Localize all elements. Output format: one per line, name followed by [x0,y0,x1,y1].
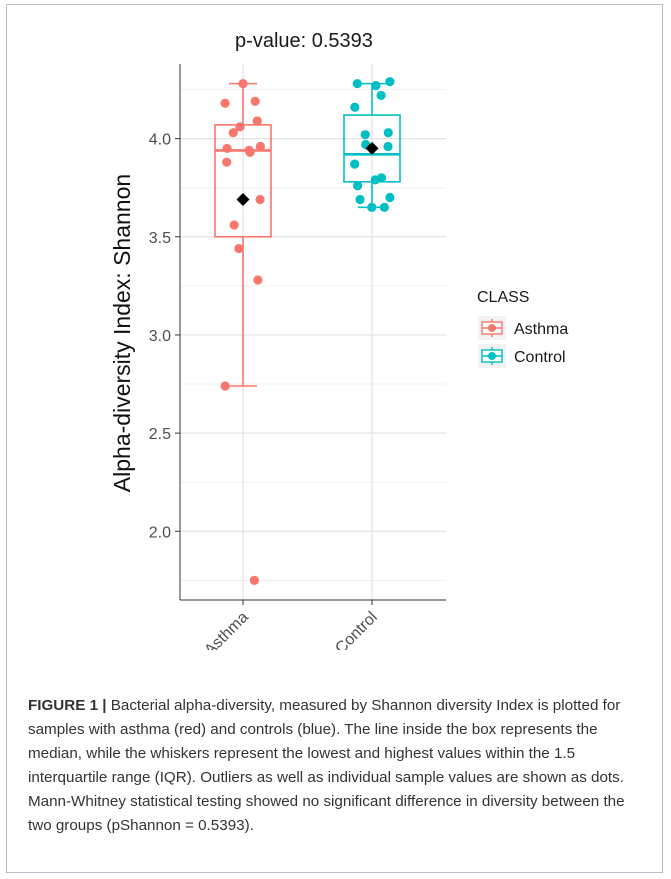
figure-frame [6,4,663,873]
legend-title: CLASS [477,289,529,306]
mean-marker [236,192,250,206]
figure-caption: FIGURE 1 | Bacterial alpha-diversity, me… [28,694,643,838]
data-point [352,181,363,191]
data-point [234,243,244,254]
data-point [367,202,377,212]
legend: CLASS Asthma Control [477,289,568,368]
data-point [371,80,381,91]
data-point [222,157,232,167]
data-point [370,175,380,185]
data-point [253,275,263,285]
y-tick-label: 2.5 [149,426,171,443]
y-tick-label: 3.5 [149,230,171,247]
data-point [350,159,360,169]
legend-label: Control [514,349,566,366]
data-point [228,128,238,138]
data-point [385,77,395,87]
plot-panel [180,64,446,600]
x-tick-label: Asthma [201,609,251,650]
y-tick-label: 4.0 [149,132,171,149]
x-ticks: Asthma Control [201,600,381,650]
data-point [222,143,232,154]
data-point [383,141,393,152]
means-layer [236,141,379,206]
data-point [350,102,360,112]
y-ticks: 2.0 2.5 3.0 3.5 4.0 [149,132,180,541]
data-point [250,96,260,106]
data-point [235,122,245,132]
points-layer [220,77,395,585]
box-iqr [214,124,272,238]
legend-key-dot [488,324,496,332]
data-point [249,575,259,585]
data-point [255,194,265,205]
data-point [360,130,370,140]
data-point [229,220,239,230]
data-point [255,141,266,152]
mean-marker [365,141,379,155]
data-point [252,116,262,126]
data-point [220,98,230,108]
y-tick-label: 3.0 [149,328,171,345]
legend-label: Asthma [514,321,568,338]
x-tick-label: Control [332,609,380,650]
caption-text: Bacterial alpha-diversity, measured by S… [28,697,625,834]
data-point [352,79,362,89]
data-point [376,90,386,101]
caption-label: FIGURE 1 | [28,697,107,714]
data-point [379,202,389,212]
data-point [383,128,393,138]
chart-title: p-value: 0.5393 [235,30,373,52]
legend-key-dot [488,352,496,360]
y-tick-label: 2.0 [149,524,171,541]
data-point [238,79,248,89]
boxplot-chart: p-value: 0.5393 Alpha-diversity Index: S… [109,30,568,650]
data-point [245,147,255,157]
data-point [385,192,395,203]
data-point [355,194,365,205]
data-point [220,381,230,391]
y-axis-label: Alpha-diversity Index: Shannon [109,174,135,492]
